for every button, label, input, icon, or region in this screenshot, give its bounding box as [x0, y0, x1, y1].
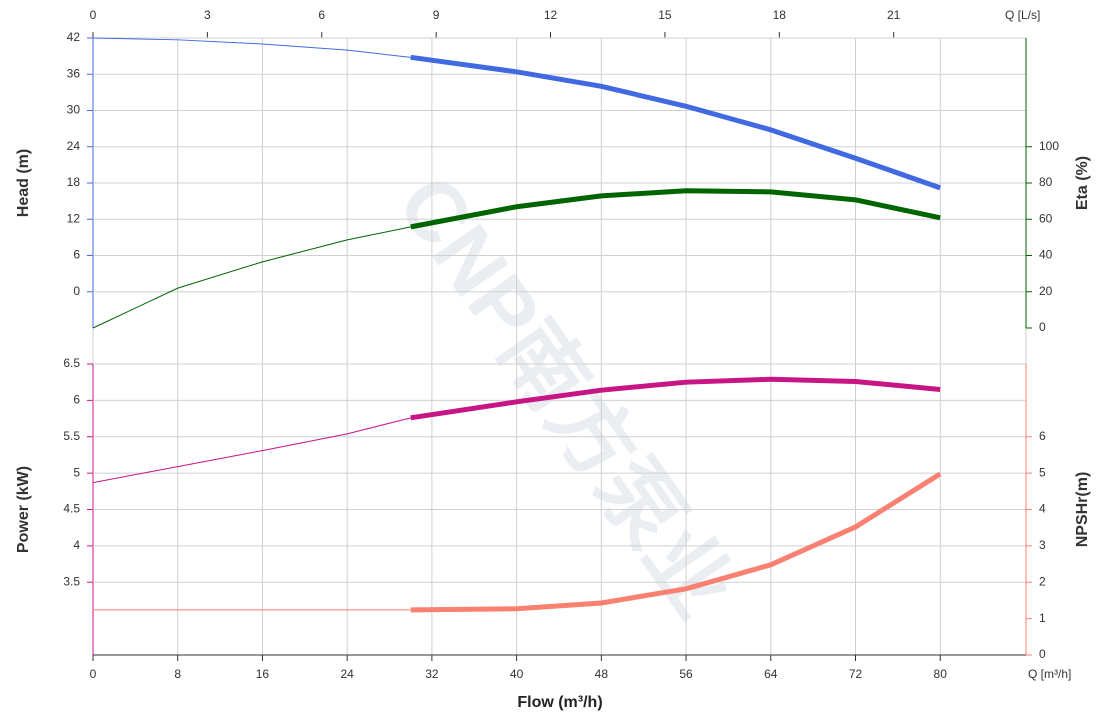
y-tick-label: 12 [67, 211, 81, 225]
y-axis-title: NPSHr(m) [1074, 472, 1091, 548]
y-tick-label: 6.5 [63, 356, 80, 370]
x-tick-label: 8 [174, 667, 181, 681]
y-tick-label: 0 [1039, 320, 1046, 334]
y-tick-label: 18 [67, 175, 81, 189]
curve-extended [92, 226, 411, 329]
y-tick-label: 5 [1039, 465, 1046, 479]
x-tick-label: 48 [595, 667, 609, 681]
x-tick-label: 16 [256, 667, 270, 681]
y-tick-label: 80 [1039, 175, 1053, 189]
x-tick-label: 80 [934, 667, 948, 681]
x2-tick-label: 3 [204, 8, 211, 22]
y-tick-label: 2 [1039, 574, 1046, 588]
x2-unit-label: Q [L/s] [1005, 8, 1040, 22]
x2-tick-label: 9 [433, 8, 440, 22]
y-tick-label: 40 [1039, 248, 1053, 262]
x2-tick-label: 6 [318, 8, 325, 22]
y-tick-label: 4 [73, 538, 80, 552]
x2-tick-label: 21 [887, 8, 901, 22]
x-tick-label: 64 [764, 667, 778, 681]
x2-tick-label: 18 [773, 8, 787, 22]
x-tick-label: 40 [510, 667, 524, 681]
curve-operating [410, 471, 942, 613]
y-axis-title: Power (kW) [15, 466, 32, 553]
x2-tick-label: 12 [544, 8, 558, 22]
y-tick-label: 5 [73, 465, 80, 479]
y-tick-label: 0 [73, 284, 80, 298]
x-tick-label: 56 [679, 667, 693, 681]
y-tick-label: 4 [1039, 502, 1046, 516]
x-axis-title: Flow (m³/h) [517, 694, 602, 711]
curve-operating [410, 188, 941, 230]
x2-tick-label: 15 [658, 8, 672, 22]
y-tick-label: 42 [67, 30, 81, 44]
curve-extended [92, 417, 411, 484]
curve-operating [410, 54, 942, 191]
y-tick-label: 0 [1039, 647, 1046, 661]
x-tick-label: 24 [340, 667, 354, 681]
y-tick-label: 6 [73, 248, 80, 262]
y-tick-label: 1 [1039, 611, 1046, 625]
y-axis-title: Head (m) [15, 149, 32, 217]
x2-tick-label: 0 [90, 8, 97, 22]
x-tick-label: 32 [425, 667, 439, 681]
x-tick-label: 72 [849, 667, 863, 681]
y-tick-label: 100 [1039, 139, 1059, 153]
y-tick-label: 6 [73, 393, 80, 407]
y-tick-label: 24 [67, 139, 81, 153]
curve-extended [92, 37, 411, 58]
y-tick-label: 4.5 [63, 502, 80, 516]
y-tick-label: 3.5 [63, 574, 80, 588]
x-unit-label: Q [m³/h] [1028, 667, 1071, 681]
y-tick-label: 5.5 [63, 429, 80, 443]
curve-operating [410, 376, 941, 421]
y-axis-title: Eta (%) [1074, 156, 1091, 210]
y-tick-label: 20 [1039, 284, 1053, 298]
y-tick-label: 36 [67, 66, 81, 80]
x-tick-label: 0 [90, 667, 97, 681]
y-tick-label: 30 [67, 103, 81, 117]
y-tick-label: 60 [1039, 211, 1053, 225]
y-tick-label: 6 [1039, 429, 1046, 443]
y-tick-label: 3 [1039, 538, 1046, 552]
